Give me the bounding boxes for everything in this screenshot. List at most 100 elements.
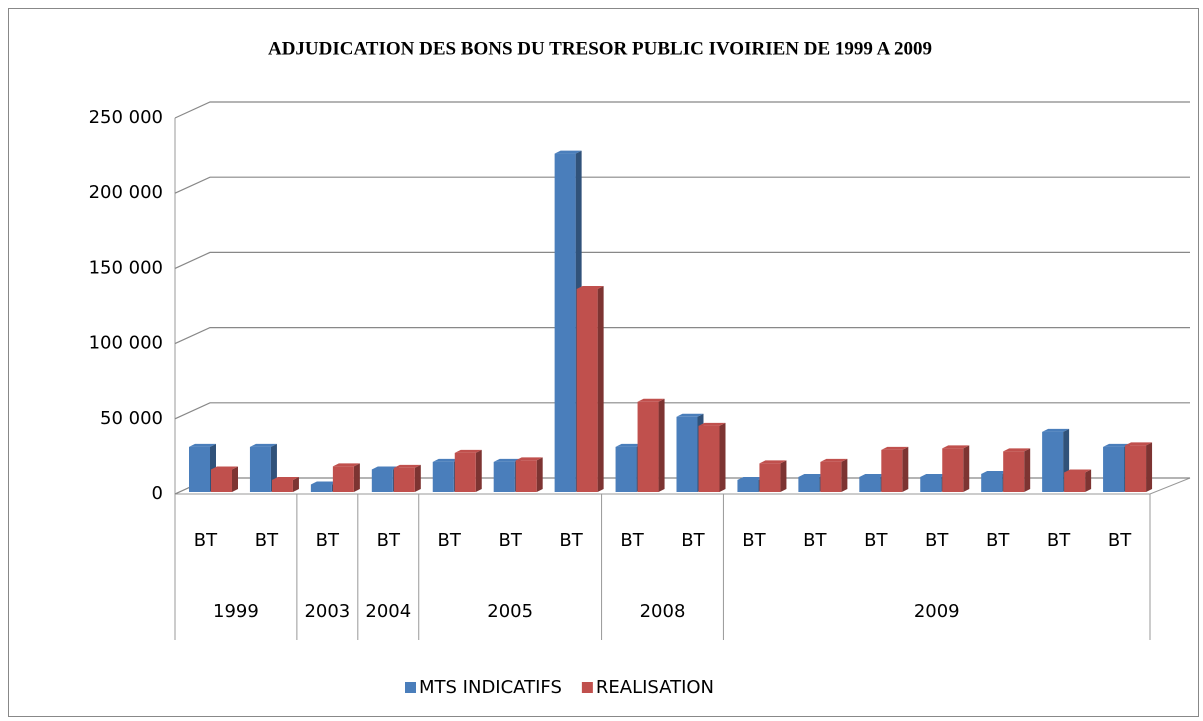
x-tick-label: BT — [681, 530, 705, 551]
bar — [881, 449, 903, 492]
bar — [211, 469, 232, 492]
bar-top — [737, 476, 765, 480]
x-tick-label: BT — [925, 530, 949, 551]
bar — [493, 461, 515, 492]
y-tick-label: 250 000 — [89, 107, 163, 128]
bar — [310, 484, 332, 492]
bar-top — [1042, 428, 1070, 432]
bar-top — [698, 422, 726, 426]
group-label: 2008 — [640, 601, 686, 622]
grid-line — [174, 176, 1190, 194]
bar-top — [820, 458, 848, 462]
y-tick-label: 50 000 — [100, 408, 163, 429]
bar-group — [515, 457, 543, 492]
bar-top — [859, 473, 887, 477]
grid-line — [174, 101, 1190, 119]
bar-side — [1024, 448, 1031, 492]
bar-group — [698, 422, 726, 492]
group-label: 2005 — [487, 601, 533, 622]
bar — [1042, 431, 1064, 492]
bar-top — [798, 473, 826, 477]
bar-top — [189, 443, 216, 447]
bar-top — [393, 464, 421, 468]
bar — [698, 425, 720, 492]
bar-top — [454, 449, 482, 453]
bar — [1125, 445, 1147, 492]
group-label: 1999 — [213, 601, 259, 622]
bar — [454, 452, 476, 492]
bar-group — [1125, 442, 1153, 492]
bar-top — [881, 446, 909, 450]
x-tick-label: BT — [438, 530, 462, 551]
bar — [820, 461, 842, 492]
bar — [737, 479, 759, 492]
bar — [615, 446, 637, 492]
legend-label: REALISATION — [596, 677, 714, 698]
bar — [249, 446, 271, 492]
bar-group — [759, 460, 787, 492]
bar-top — [310, 481, 338, 485]
bar-top — [271, 476, 299, 480]
bar — [637, 401, 659, 492]
x-tick-label: BT — [986, 530, 1010, 551]
x-tick-label: BT — [1108, 530, 1132, 551]
x-tick-label: BT — [255, 530, 279, 551]
bar-top — [371, 466, 399, 470]
bar-group — [454, 449, 482, 492]
bar-group — [1064, 469, 1092, 492]
bar-side — [475, 449, 482, 492]
bar-top — [676, 413, 704, 417]
bar — [981, 473, 1003, 492]
bar-side — [658, 398, 665, 492]
x-tick-label: BT — [498, 530, 522, 551]
x-tick-label: BT — [194, 530, 218, 551]
group-label: 2009 — [914, 601, 960, 622]
bar-top — [1064, 469, 1092, 473]
bar — [798, 476, 820, 492]
bar — [759, 463, 781, 492]
bar — [1103, 446, 1125, 492]
y-tick-label: 200 000 — [89, 182, 163, 203]
bar-group — [332, 463, 360, 492]
bar — [859, 476, 881, 492]
bar-side — [536, 457, 543, 492]
group-label: 2004 — [365, 601, 411, 622]
legend-label: MTS INDICATIFS — [419, 677, 562, 698]
bar-top — [942, 445, 970, 449]
x-tick-label: BT — [864, 530, 888, 551]
bar-top — [759, 460, 787, 464]
y-tick-label: 100 000 — [89, 333, 163, 354]
bar-top — [332, 463, 360, 467]
chart-title: ADJUDICATION DES BONS DU TRESOR PUBLIC I… — [268, 38, 932, 59]
bar — [271, 479, 293, 492]
y-tick-label: 150 000 — [89, 257, 163, 278]
group-label: 2003 — [304, 601, 350, 622]
bar-top — [515, 457, 543, 461]
legend-swatch — [581, 682, 593, 693]
bar-side — [292, 476, 299, 492]
bar-side — [597, 285, 604, 492]
bar-side — [780, 460, 787, 492]
y-tick-label: 0 — [152, 483, 163, 504]
bar — [393, 467, 415, 492]
bar — [189, 446, 210, 492]
bar-side — [232, 466, 238, 492]
bar-group — [881, 446, 909, 492]
x-tick-label: BT — [316, 530, 340, 551]
x-tick-label: BT — [742, 530, 766, 551]
bar — [576, 288, 598, 492]
bar-top — [637, 398, 665, 402]
bar — [515, 460, 537, 492]
bar-group — [211, 466, 238, 492]
bar-side — [353, 463, 360, 492]
bar-side — [1146, 442, 1153, 492]
bar-top — [981, 470, 1009, 474]
x-tick-label: BT — [377, 530, 401, 551]
bar-top — [432, 458, 460, 462]
bar-side — [414, 464, 421, 492]
bar — [371, 469, 393, 492]
bar-top — [493, 458, 521, 462]
bar-top — [576, 285, 604, 289]
bar-group — [820, 458, 848, 492]
